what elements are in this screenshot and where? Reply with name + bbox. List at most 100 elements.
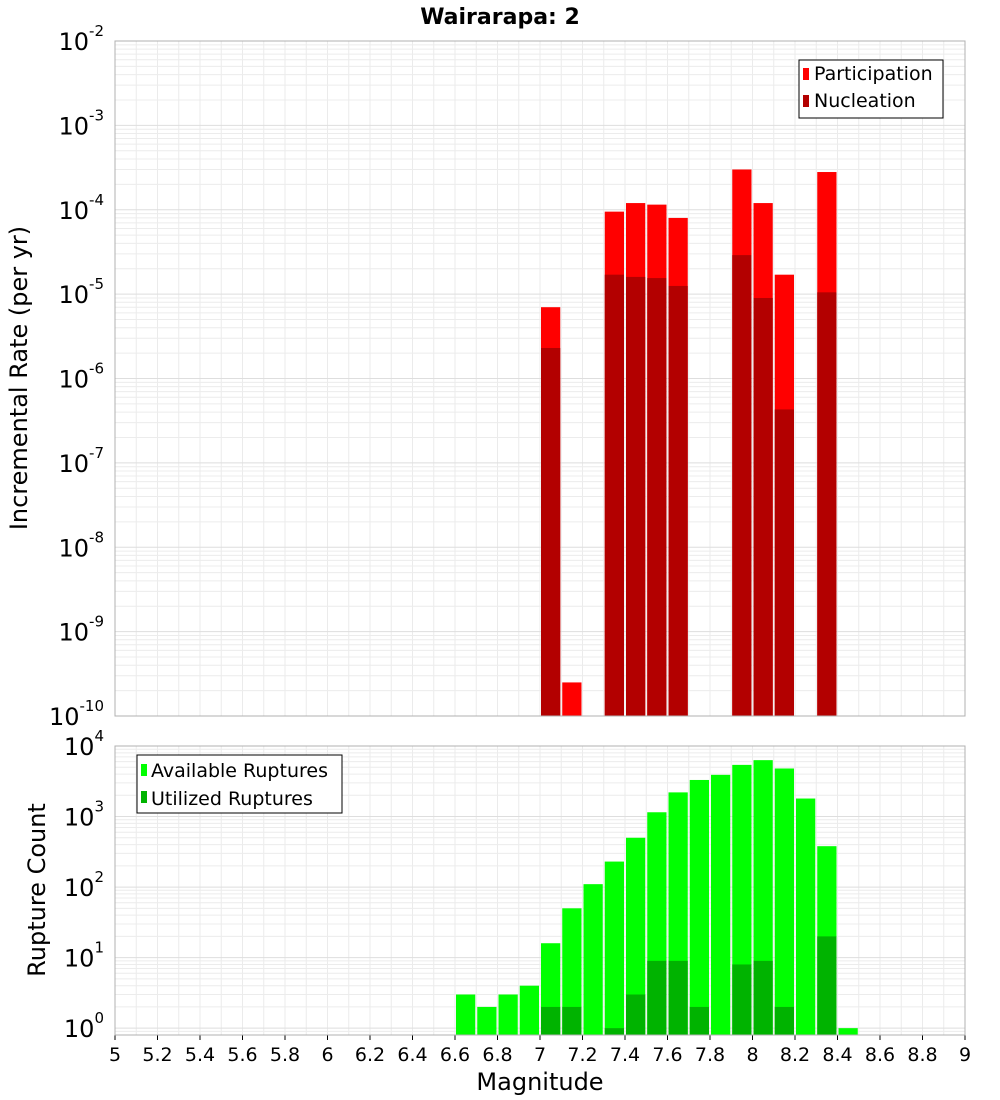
bar-utilized-ruptures — [689, 1006, 709, 1035]
top-plot-y-axis: 10-10 10-9 10-8 10-7 10-6 10-5 10-4 10-3 10-2 — [49, 22, 104, 731]
svg-text:10-3: 10-3 — [58, 106, 104, 140]
bar-utilized-ruptures — [562, 1006, 582, 1035]
y-tick-label: 101 — [64, 939, 104, 973]
bottom-plot-x-axis: 5 5.2 5.4 5.6 5.8 6 6.2 6.4 6.6 6.8 7 7.2 7.4 7.6 7.8 8… — [109, 1035, 971, 1066]
bar-available-ruptures — [519, 985, 539, 1035]
bar-available-ruptures — [796, 798, 816, 1035]
x-tick-label: 5.2 — [142, 1044, 172, 1066]
legend-label-nucleation: Nucleation — [814, 90, 916, 112]
y-tick-label: 10-2 — [58, 22, 104, 56]
y-tick-label: 103 — [64, 798, 104, 832]
x-tick-label: 8.8 — [907, 1044, 937, 1066]
bar-nucleation — [626, 276, 646, 716]
bar-available-ruptures — [562, 908, 582, 1035]
x-tick-label: 8.6 — [865, 1044, 895, 1066]
bar-available-ruptures — [711, 774, 731, 1035]
y-tick-label: 10-10 — [49, 697, 104, 731]
bar-utilized-ruptures — [647, 960, 667, 1035]
x-tick-label: 7.6 — [652, 1044, 682, 1066]
bar-utilized-ruptures — [668, 960, 688, 1035]
bar-available-ruptures — [774, 768, 794, 1035]
svg-text:102: 102 — [64, 868, 104, 902]
chart-title: Wairarapa: 2 — [420, 5, 580, 30]
x-tick-label: 7.8 — [695, 1044, 725, 1066]
y-tick-label: 10-5 — [58, 275, 104, 309]
bar-nucleation — [541, 347, 561, 716]
x-tick-label: 5.4 — [185, 1044, 215, 1066]
bar-participation — [562, 682, 582, 716]
bar-available-ruptures — [626, 837, 646, 1035]
top-y-axis-label: Incremental Rate (per yr) — [5, 226, 33, 530]
bar-available-ruptures — [689, 779, 709, 1035]
svg-text:104: 104 — [64, 727, 104, 761]
x-tick-label: 6.4 — [397, 1044, 427, 1066]
x-tick-label: 8.4 — [822, 1044, 852, 1066]
svg-text:10-6: 10-6 — [58, 360, 104, 394]
x-tick-label: 8 — [746, 1044, 758, 1066]
svg-text:100: 100 — [64, 1009, 104, 1043]
y-tick-label: 10-9 — [58, 613, 104, 647]
top-legend-box — [798, 59, 944, 119]
bar-available-ruptures — [838, 1028, 858, 1035]
x-tick-label: 6.6 — [440, 1044, 470, 1066]
svg-text:10-8: 10-8 — [58, 528, 104, 562]
svg-text:10-4: 10-4 — [58, 191, 104, 225]
bar-utilized-ruptures — [774, 1006, 794, 1035]
bar-nucleation — [753, 297, 773, 716]
bottom-legend-box — [136, 754, 343, 814]
x-tick-label: 5.6 — [227, 1044, 257, 1066]
top-plot-frame — [114, 40, 966, 717]
legend-swatch-available — [141, 764, 147, 776]
x-axis-label: Magnitude — [476, 1068, 603, 1096]
svg-text:10-9: 10-9 — [58, 613, 104, 647]
bar-utilized-ruptures — [753, 960, 773, 1035]
y-tick-label: 100 — [64, 1009, 104, 1043]
legend-swatch-participation — [803, 68, 809, 80]
bar-nucleation — [817, 292, 837, 716]
x-tick-label: 7 — [534, 1044, 546, 1066]
bottom-legend: Available Ruptures Utilized Ruptures — [136, 754, 343, 814]
legend-swatch-nucleation — [803, 95, 809, 107]
bar-nucleation — [647, 278, 667, 716]
legend-label-utilized: Utilized Ruptures — [151, 788, 313, 810]
legend-swatch-utilized — [141, 791, 147, 803]
bottom-y-axis-label: Rupture Count — [23, 803, 51, 977]
bar-available-ruptures — [456, 994, 476, 1035]
bar-nucleation — [732, 255, 752, 716]
top-legend: Participation Nucleation — [798, 59, 944, 119]
bar-available-ruptures — [604, 861, 624, 1035]
svg-text:10-5: 10-5 — [58, 275, 104, 309]
bar-utilized-ruptures — [604, 1028, 624, 1035]
svg-text:103: 103 — [64, 798, 104, 832]
svg-text:10-7: 10-7 — [58, 444, 104, 478]
bar-nucleation — [604, 274, 624, 716]
bar-available-ruptures — [583, 884, 603, 1035]
y-tick-label: 10-4 — [58, 191, 104, 225]
x-tick-label: 5 — [109, 1044, 121, 1066]
bottom-plot-y-axis: 100 101 102 103 104 — [64, 727, 104, 1043]
bar-utilized-ruptures — [626, 994, 646, 1035]
legend-label-available: Available Ruptures — [151, 760, 328, 782]
svg-text:101: 101 — [64, 939, 104, 973]
y-tick-label: 10-3 — [58, 106, 104, 140]
bar-utilized-ruptures — [541, 1006, 561, 1035]
x-tick-label: 7.4 — [610, 1044, 640, 1066]
bottom-plot-frame — [114, 745, 966, 1036]
bottom-plot-bars — [456, 760, 858, 1035]
top-plot-grid — [114, 40, 966, 717]
svg-text:10-2: 10-2 — [58, 22, 104, 56]
y-tick-label: 104 — [64, 727, 104, 761]
top-plot-bars — [541, 169, 837, 717]
y-tick-label: 10-6 — [58, 360, 104, 394]
bar-utilized-ruptures — [732, 964, 752, 1035]
x-tick-label: 9 — [959, 1044, 971, 1066]
y-tick-label: 10-7 — [58, 444, 104, 478]
y-tick-label: 102 — [64, 868, 104, 902]
y-tick-label: 10-8 — [58, 528, 104, 562]
bar-utilized-ruptures — [817, 936, 837, 1035]
svg-text:10-10: 10-10 — [49, 697, 104, 731]
bar-available-ruptures — [498, 994, 518, 1035]
x-tick-label: 6 — [321, 1044, 333, 1066]
bar-nucleation — [668, 285, 688, 716]
